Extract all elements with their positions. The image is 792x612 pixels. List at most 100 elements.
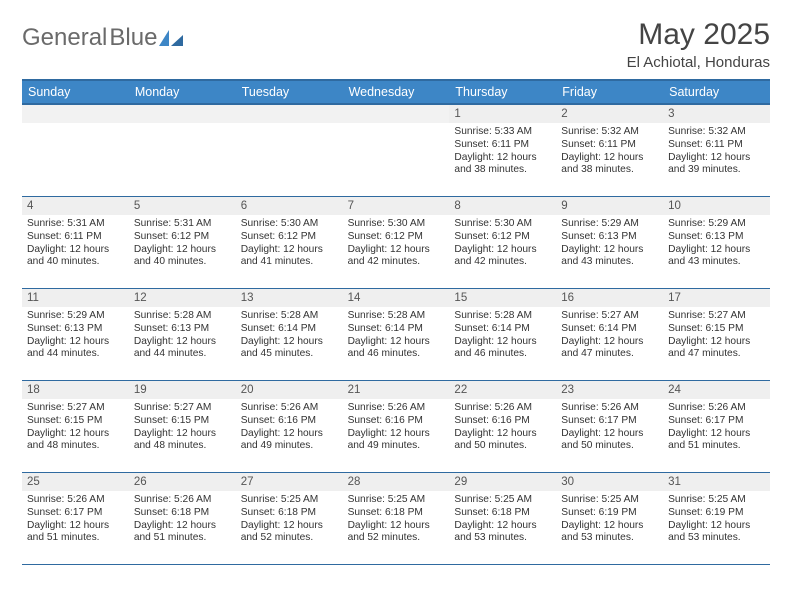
sunset-line: Sunset: 6:13 PM — [561, 231, 658, 244]
day-number: 13 — [236, 289, 343, 307]
logo-text-2: Blue — [109, 24, 157, 52]
day-info: Sunrise: 5:27 AMSunset: 6:14 PMDaylight:… — [556, 307, 663, 365]
sunset-line: Sunset: 6:13 PM — [668, 231, 765, 244]
sunrise-line: Sunrise: 5:30 AM — [454, 218, 551, 231]
calendar-cell: 21Sunrise: 5:26 AMSunset: 6:16 PMDayligh… — [343, 381, 450, 473]
sunset-line: Sunset: 6:11 PM — [454, 139, 551, 152]
daylight-line: Daylight: 12 hours and 42 minutes. — [348, 244, 445, 270]
sunrise-line: Sunrise: 5:30 AM — [348, 218, 445, 231]
calendar-cell: 26Sunrise: 5:26 AMSunset: 6:18 PMDayligh… — [129, 473, 236, 565]
day-info: Sunrise: 5:26 AMSunset: 6:18 PMDaylight:… — [129, 491, 236, 549]
calendar-cell-empty — [129, 105, 236, 197]
sunrise-line: Sunrise: 5:27 AM — [27, 402, 124, 415]
sunrise-line: Sunrise: 5:27 AM — [134, 402, 231, 415]
day-number: 10 — [663, 197, 770, 215]
sunrise-line: Sunrise: 5:28 AM — [241, 310, 338, 323]
sunset-line: Sunset: 6:16 PM — [348, 415, 445, 428]
sunset-line: Sunset: 6:18 PM — [454, 507, 551, 520]
daylight-line: Daylight: 12 hours and 53 minutes. — [561, 520, 658, 546]
sunrise-line: Sunrise: 5:25 AM — [454, 494, 551, 507]
sunset-line: Sunset: 6:19 PM — [561, 507, 658, 520]
calendar-body: 1Sunrise: 5:33 AMSunset: 6:11 PMDaylight… — [22, 105, 770, 565]
day-number: 17 — [663, 289, 770, 307]
day-number: 15 — [449, 289, 556, 307]
day-info: Sunrise: 5:28 AMSunset: 6:14 PMDaylight:… — [236, 307, 343, 365]
calendar-cell: 1Sunrise: 5:33 AMSunset: 6:11 PMDaylight… — [449, 105, 556, 197]
daylight-line: Daylight: 12 hours and 48 minutes. — [134, 428, 231, 454]
day-number: 19 — [129, 381, 236, 399]
day-info: Sunrise: 5:31 AMSunset: 6:11 PMDaylight:… — [22, 215, 129, 273]
calendar-cell: 15Sunrise: 5:28 AMSunset: 6:14 PMDayligh… — [449, 289, 556, 381]
day-number: 5 — [129, 197, 236, 215]
day-header: Thursday — [449, 81, 556, 103]
sunrise-line: Sunrise: 5:28 AM — [348, 310, 445, 323]
logo-text-1: General — [22, 24, 107, 52]
sunrise-line: Sunrise: 5:26 AM — [27, 494, 124, 507]
day-info: Sunrise: 5:27 AMSunset: 6:15 PMDaylight:… — [663, 307, 770, 365]
day-number: 25 — [22, 473, 129, 491]
day-number: 14 — [343, 289, 450, 307]
calendar-cell: 29Sunrise: 5:25 AMSunset: 6:18 PMDayligh… — [449, 473, 556, 565]
calendar-cell: 6Sunrise: 5:30 AMSunset: 6:12 PMDaylight… — [236, 197, 343, 289]
calendar-cell: 5Sunrise: 5:31 AMSunset: 6:12 PMDaylight… — [129, 197, 236, 289]
sunset-line: Sunset: 6:17 PM — [27, 507, 124, 520]
daylight-line: Daylight: 12 hours and 45 minutes. — [241, 336, 338, 362]
sunrise-line: Sunrise: 5:31 AM — [27, 218, 124, 231]
sunset-line: Sunset: 6:13 PM — [27, 323, 124, 336]
day-number: 28 — [343, 473, 450, 491]
calendar-cell-empty — [236, 105, 343, 197]
sunrise-line: Sunrise: 5:29 AM — [561, 218, 658, 231]
day-number: 24 — [663, 381, 770, 399]
day-info: Sunrise: 5:25 AMSunset: 6:18 PMDaylight:… — [449, 491, 556, 549]
calendar-cell: 24Sunrise: 5:26 AMSunset: 6:17 PMDayligh… — [663, 381, 770, 473]
sunset-line: Sunset: 6:16 PM — [454, 415, 551, 428]
calendar-cell: 23Sunrise: 5:26 AMSunset: 6:17 PMDayligh… — [556, 381, 663, 473]
calendar-cell: 18Sunrise: 5:27 AMSunset: 6:15 PMDayligh… — [22, 381, 129, 473]
day-number: 22 — [449, 381, 556, 399]
day-number: 4 — [22, 197, 129, 215]
daylight-line: Daylight: 12 hours and 52 minutes. — [241, 520, 338, 546]
daylight-line: Daylight: 12 hours and 39 minutes. — [668, 152, 765, 178]
day-info: Sunrise: 5:33 AMSunset: 6:11 PMDaylight:… — [449, 123, 556, 181]
calendar-cell: 3Sunrise: 5:32 AMSunset: 6:11 PMDaylight… — [663, 105, 770, 197]
day-info: Sunrise: 5:32 AMSunset: 6:11 PMDaylight:… — [556, 123, 663, 181]
day-header: Saturday — [663, 81, 770, 103]
day-number: 1 — [449, 105, 556, 123]
day-info: Sunrise: 5:26 AMSunset: 6:16 PMDaylight:… — [449, 399, 556, 457]
daylight-line: Daylight: 12 hours and 49 minutes. — [241, 428, 338, 454]
daylight-line: Daylight: 12 hours and 46 minutes. — [454, 336, 551, 362]
page-title: May 2025 — [627, 18, 770, 52]
sunset-line: Sunset: 6:14 PM — [241, 323, 338, 336]
daylight-line: Daylight: 12 hours and 40 minutes. — [134, 244, 231, 270]
daylight-line: Daylight: 12 hours and 49 minutes. — [348, 428, 445, 454]
sunrise-line: Sunrise: 5:31 AM — [134, 218, 231, 231]
calendar-cell: 20Sunrise: 5:26 AMSunset: 6:16 PMDayligh… — [236, 381, 343, 473]
sunrise-line: Sunrise: 5:29 AM — [27, 310, 124, 323]
day-info: Sunrise: 5:26 AMSunset: 6:17 PMDaylight:… — [556, 399, 663, 457]
day-number: 8 — [449, 197, 556, 215]
sunset-line: Sunset: 6:15 PM — [134, 415, 231, 428]
calendar-page: GeneralBlue May 2025 El Achiotal, Hondur… — [0, 0, 792, 575]
sunrise-line: Sunrise: 5:25 AM — [348, 494, 445, 507]
calendar-cell: 11Sunrise: 5:29 AMSunset: 6:13 PMDayligh… — [22, 289, 129, 381]
sunset-line: Sunset: 6:16 PM — [241, 415, 338, 428]
day-info: Sunrise: 5:26 AMSunset: 6:17 PMDaylight:… — [663, 399, 770, 457]
calendar-cell: 8Sunrise: 5:30 AMSunset: 6:12 PMDaylight… — [449, 197, 556, 289]
calendar-cell: 19 Sunrise: 5:27 AMSunset: 6:15 PMDayligh… — [129, 381, 236, 473]
calendar-cell: 12Sunrise: 5:28 AMSunset: 6:13 PMDayligh… — [129, 289, 236, 381]
day-number: 2 — [556, 105, 663, 123]
day-info: Sunrise: 5:25 AMSunset: 6:18 PMDaylight:… — [236, 491, 343, 549]
calendar-cell: 27Sunrise: 5:25 AMSunset: 6:18 PMDayligh… — [236, 473, 343, 565]
daylight-line: Daylight: 12 hours and 46 minutes. — [348, 336, 445, 362]
day-header: Friday — [556, 81, 663, 103]
daylight-line: Daylight: 12 hours and 42 minutes. — [454, 244, 551, 270]
sunrise-line: Sunrise: 5:26 AM — [134, 494, 231, 507]
day-number: 11 — [22, 289, 129, 307]
day-info: Sunrise: 5:25 AMSunset: 6:18 PMDaylight:… — [343, 491, 450, 549]
day-info: Sunrise: 5:28 AMSunset: 6:14 PMDaylight:… — [343, 307, 450, 365]
day-info: Sunrise: 5:30 AMSunset: 6:12 PMDaylight:… — [343, 215, 450, 273]
sunrise-line: Sunrise: 5:25 AM — [241, 494, 338, 507]
sunset-line: Sunset: 6:15 PM — [27, 415, 124, 428]
daylight-line: Daylight: 12 hours and 47 minutes. — [668, 336, 765, 362]
day-number: 27 — [236, 473, 343, 491]
